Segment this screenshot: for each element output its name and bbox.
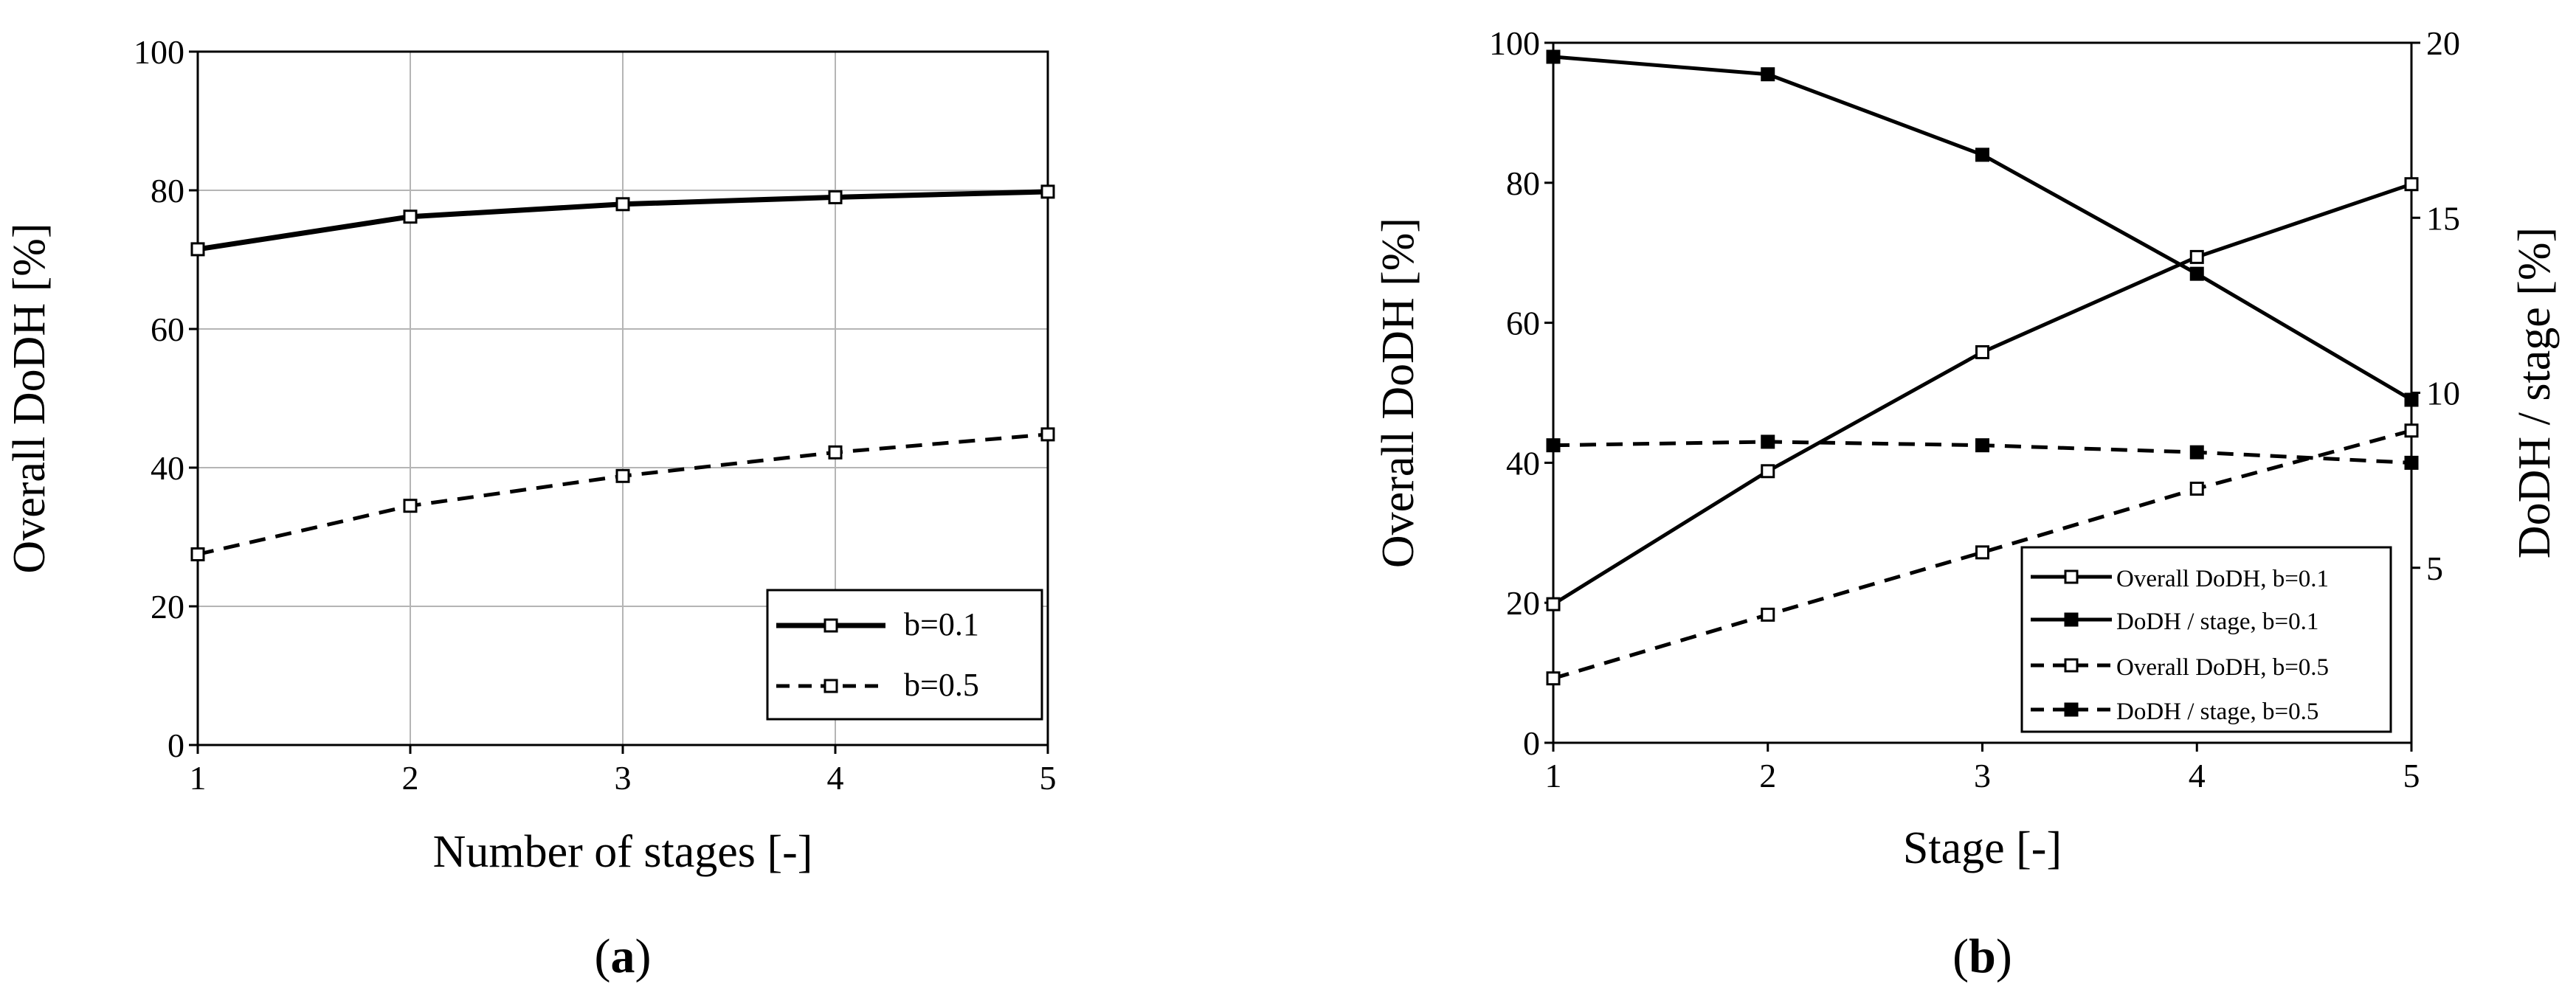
data-point: [2404, 177, 2419, 192]
y2-axis-label: DoDH / stage [%]: [2510, 227, 2560, 558]
legend-label: b=0.1: [904, 606, 979, 642]
y-tick-label: 0: [1523, 724, 1540, 762]
x-axis-label: Stage [-]: [1903, 823, 2062, 873]
y-tick-label: 80: [1506, 164, 1540, 202]
legend-marker: [2064, 658, 2079, 673]
data-point: [615, 468, 630, 483]
legend-marker: [2064, 702, 2079, 717]
legend-label: Overall DoDH, b=0.5: [2116, 654, 2329, 681]
legend-box: [766, 589, 1043, 721]
legend-marker: [2064, 612, 2079, 627]
data-point: [1040, 427, 1055, 442]
caption-close: ): [635, 929, 652, 983]
y2-tick-label: 10: [2426, 375, 2460, 412]
x-tick-label: 4: [2189, 757, 2206, 794]
legend: Overall DoDH, b=0.1 DoDH / stage, b=0.1 Ov…: [2020, 546, 2392, 733]
x-tick-label: 4: [827, 759, 844, 797]
y-tick-label: 100: [1489, 24, 1540, 62]
data-point: [2189, 266, 2204, 281]
y-tick-label: 60: [151, 311, 184, 348]
series-line-3: [1553, 429, 2412, 681]
data-point: [828, 445, 843, 460]
y-tick-label: 20: [151, 588, 184, 626]
data-point: [1975, 148, 1989, 162]
data-point: [1761, 434, 1775, 449]
y-tick-label: 100: [134, 33, 184, 71]
y-tick-label: 60: [1506, 305, 1540, 342]
y2-tick-label: 20: [2426, 24, 2460, 62]
legend-label: b=0.5: [904, 667, 979, 703]
x-tick-label: 3: [615, 759, 632, 797]
x-tick-label: 2: [402, 759, 419, 797]
y-tick-label: 20: [1506, 584, 1540, 622]
data-point: [1975, 344, 1989, 359]
chart-b: 1 2 3 4 5 0 20 40 60 80 100 5 10 15 20 Stage [-] Overall…: [1373, 24, 2560, 983]
data-point: [828, 190, 843, 204]
legend-marker: [2064, 569, 2079, 584]
data-point: [1040, 184, 1055, 199]
x-tick-label: 1: [1545, 757, 1562, 794]
caption-letter: a: [611, 929, 635, 983]
data-point: [403, 499, 418, 513]
legend-label: Overall DoDH, b=0.1: [2116, 566, 2329, 592]
data-point: [2404, 423, 2419, 438]
caption-letter: b: [1969, 929, 1996, 983]
x-tick-label: 3: [1974, 757, 1991, 794]
data-point: [1546, 49, 1561, 64]
y-tick-label: 80: [151, 172, 184, 209]
data-point: [2189, 445, 2204, 460]
subfigure-caption: (a): [595, 929, 652, 983]
data-point: [2404, 392, 2419, 407]
data-point: [1975, 545, 1989, 560]
y-tick-label: 40: [151, 449, 184, 487]
y2-tick-label: 15: [2426, 199, 2460, 237]
x-tick-label: 5: [1040, 759, 1057, 797]
legend-marker: [823, 679, 838, 693]
caption-close: ): [1996, 929, 2012, 983]
x-axis-label: Number of stages [-]: [433, 827, 813, 877]
series-line-1: [1552, 182, 2412, 606]
data-point: [2404, 455, 2419, 470]
legend: b=0.1 b=0.5: [766, 589, 1043, 721]
legend-label: DoDH / stage, b=0.5: [2116, 699, 2318, 725]
data-point: [190, 547, 205, 561]
data-point: [1975, 438, 1989, 453]
data-point: [615, 197, 630, 212]
data-point: [1546, 597, 1561, 611]
data-point: [1761, 607, 1775, 622]
caption-open: (: [1952, 929, 1969, 983]
data-point: [1546, 671, 1561, 686]
x-tick-label: 2: [1759, 757, 1776, 794]
y-axis-label: Overall DoDH [%]: [1373, 218, 1423, 568]
y-axis-label: Overall DoDH [%]: [4, 223, 55, 573]
data-point: [190, 242, 205, 257]
data-point: [1546, 438, 1561, 453]
x-tick-label: 1: [190, 759, 207, 797]
data-point: [1761, 464, 1775, 479]
data-point: [1761, 67, 1775, 82]
data-point: [2189, 482, 2204, 496]
legend-label: DoDH / stage, b=0.1: [2116, 609, 2318, 635]
data-point: [403, 209, 418, 224]
y-tick-label: 0: [168, 727, 184, 764]
legend-marker: [823, 618, 838, 633]
y2-tick-label: 5: [2426, 550, 2443, 587]
data-point: [2189, 249, 2204, 264]
x-tick-label: 5: [2403, 757, 2420, 794]
chart-a: 1 2 3 4 5 0 20 40 60 80 100 Number of stages [-] Ove…: [4, 33, 1057, 983]
caption-open: (: [595, 929, 611, 983]
y-tick-label: 40: [1506, 444, 1540, 482]
subfigure-caption: (b): [1952, 929, 2012, 983]
